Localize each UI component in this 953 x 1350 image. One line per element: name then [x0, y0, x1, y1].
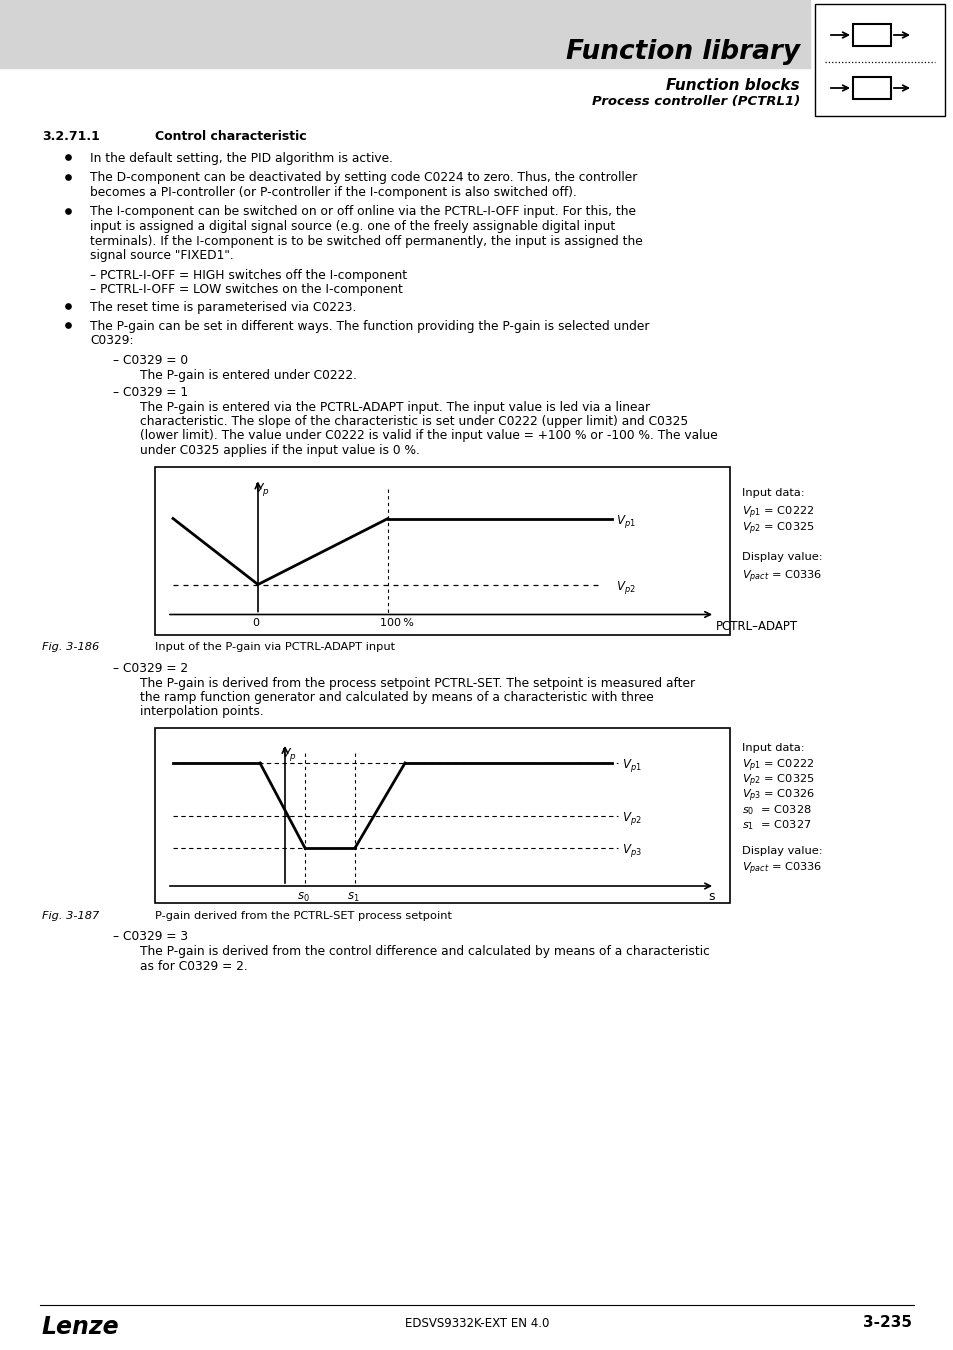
Text: input is assigned a digital signal source (e.g. one of the freely assignable dig: input is assigned a digital signal sourc… [90, 220, 615, 234]
Text: Input data:: Input data: [741, 489, 803, 498]
Text: $V_{pact}$ = C0336: $V_{pact}$ = C0336 [741, 568, 821, 585]
Text: $V_{p2}$: $V_{p2}$ [621, 810, 641, 828]
Text: The I-component can be switched on or off online via the PCTRL-I-OFF input. For : The I-component can be switched on or of… [90, 205, 636, 219]
Text: $V_{p1}$ = C0222: $V_{p1}$ = C0222 [741, 757, 814, 775]
Text: under C0325 applies if the input value is 0 %.: under C0325 applies if the input value i… [140, 444, 419, 458]
Text: $s_0$  = C0328: $s_0$ = C0328 [741, 803, 811, 817]
Bar [0, 0, 809, 68]
Text: $V_{p1}$: $V_{p1}$ [621, 757, 641, 774]
Text: Control characteristic: Control characteristic [154, 130, 306, 143]
Text: – PCTRL-I-OFF = LOW switches on the I-component: – PCTRL-I-OFF = LOW switches on the I-co… [90, 284, 402, 296]
Text: C0329:: C0329: [90, 335, 133, 347]
Text: 3-235: 3-235 [862, 1315, 911, 1330]
Text: $V_{p2}$ = C0325: $V_{p2}$ = C0325 [741, 521, 814, 537]
Text: as for C0329 = 2.: as for C0329 = 2. [140, 960, 248, 972]
Text: – C0329 = 0: – C0329 = 0 [112, 354, 188, 367]
Text: terminals). If the I-component is to be switched off permanently, the input is a: terminals). If the I-component is to be … [90, 235, 642, 247]
Text: – C0329 = 2: – C0329 = 2 [112, 662, 188, 675]
Bar [814, 4, 944, 116]
Text: The P-gain is entered via the PCTRL-ADAPT input. The input value is led via a li: The P-gain is entered via the PCTRL-ADAP… [140, 401, 649, 413]
Bar [852, 24, 890, 46]
Text: 100 %: 100 % [379, 618, 414, 629]
Text: 0: 0 [252, 618, 258, 629]
Text: Lenze: Lenze [42, 1315, 119, 1339]
Text: $V_{p3}$ = C0326: $V_{p3}$ = C0326 [741, 788, 814, 805]
Text: Function blocks: Function blocks [666, 77, 800, 93]
Text: Function library: Function library [565, 39, 800, 65]
Text: The P-gain is entered under C0222.: The P-gain is entered under C0222. [140, 369, 356, 382]
Text: characteristic. The slope of the characteristic is set under C0222 (upper limit): characteristic. The slope of the charact… [140, 414, 687, 428]
Text: Input of the P-gain via PCTRL-ADAPT input: Input of the P-gain via PCTRL-ADAPT inpu… [154, 643, 395, 652]
Text: (lower limit). The value under C0222 is valid if the input value = +100 % or -10: (lower limit). The value under C0222 is … [140, 429, 717, 443]
Text: The reset time is parameterised via C0223.: The reset time is parameterised via C022… [90, 301, 356, 313]
Bar [154, 467, 729, 634]
Text: Fig. 3-186: Fig. 3-186 [42, 643, 99, 652]
Text: $V_{p1}$ = C0222: $V_{p1}$ = C0222 [741, 505, 814, 521]
Text: interpolation points.: interpolation points. [140, 706, 263, 718]
Text: $s_0$: $s_0$ [296, 891, 310, 904]
Text: The P-gain is derived from the control difference and calculated by means of a c: The P-gain is derived from the control d… [140, 945, 709, 958]
Text: In the default setting, the PID algorithm is active.: In the default setting, the PID algorith… [90, 153, 393, 165]
Text: $s_1$  = C0327: $s_1$ = C0327 [741, 818, 811, 832]
Text: Display value:: Display value: [741, 846, 821, 856]
Text: $V_{pact}$ = C0336: $V_{pact}$ = C0336 [741, 861, 821, 878]
Text: $V_{p1}$: $V_{p1}$ [616, 513, 635, 531]
Text: The P-gain can be set in different ways. The function providing the P-gain is se: The P-gain can be set in different ways.… [90, 320, 649, 333]
Text: s: s [707, 890, 714, 903]
Text: – PCTRL-I-OFF = HIGH switches off the I-component: – PCTRL-I-OFF = HIGH switches off the I-… [90, 269, 407, 282]
Text: The D-component can be deactivated by setting code C0224 to zero. Thus, the cont: The D-component can be deactivated by se… [90, 171, 637, 185]
Text: EDSVS9332K-EXT EN 4.0: EDSVS9332K-EXT EN 4.0 [404, 1318, 549, 1330]
Text: Process controller (PCTRL1): Process controller (PCTRL1) [591, 96, 800, 108]
Text: becomes a PI-controller (or P-controller if the I-component is also switched off: becomes a PI-controller (or P-controller… [90, 186, 577, 198]
Bar [852, 77, 890, 99]
Text: the ramp function generator and calculated by means of a characteristic with thr: the ramp function generator and calculat… [140, 691, 653, 703]
Bar [154, 728, 729, 903]
Text: $V_{p2}$ = C0325: $V_{p2}$ = C0325 [741, 774, 814, 790]
Text: $V_{p2}$: $V_{p2}$ [616, 579, 635, 597]
Text: PCTRL–ADAPT: PCTRL–ADAPT [716, 620, 798, 633]
Text: P-gain derived from the PCTRL-SET process setpoint: P-gain derived from the PCTRL-SET proces… [154, 911, 452, 921]
Text: $V_{p3}$: $V_{p3}$ [621, 842, 641, 859]
Text: – C0329 = 3: – C0329 = 3 [112, 930, 188, 944]
Text: $V_p$: $V_p$ [281, 747, 296, 763]
Text: Fig. 3-187: Fig. 3-187 [42, 911, 99, 921]
Text: $s_1$: $s_1$ [347, 891, 359, 904]
Text: 3.2.71.1: 3.2.71.1 [42, 130, 100, 143]
Text: $V_p$: $V_p$ [253, 482, 270, 498]
Text: Input data:: Input data: [741, 743, 803, 753]
Text: The P-gain is derived from the process setpoint PCTRL-SET. The setpoint is measu: The P-gain is derived from the process s… [140, 676, 695, 690]
Text: signal source "FIXED1".: signal source "FIXED1". [90, 248, 233, 262]
Text: Display value:: Display value: [741, 552, 821, 563]
Text: – C0329 = 1: – C0329 = 1 [112, 386, 188, 400]
